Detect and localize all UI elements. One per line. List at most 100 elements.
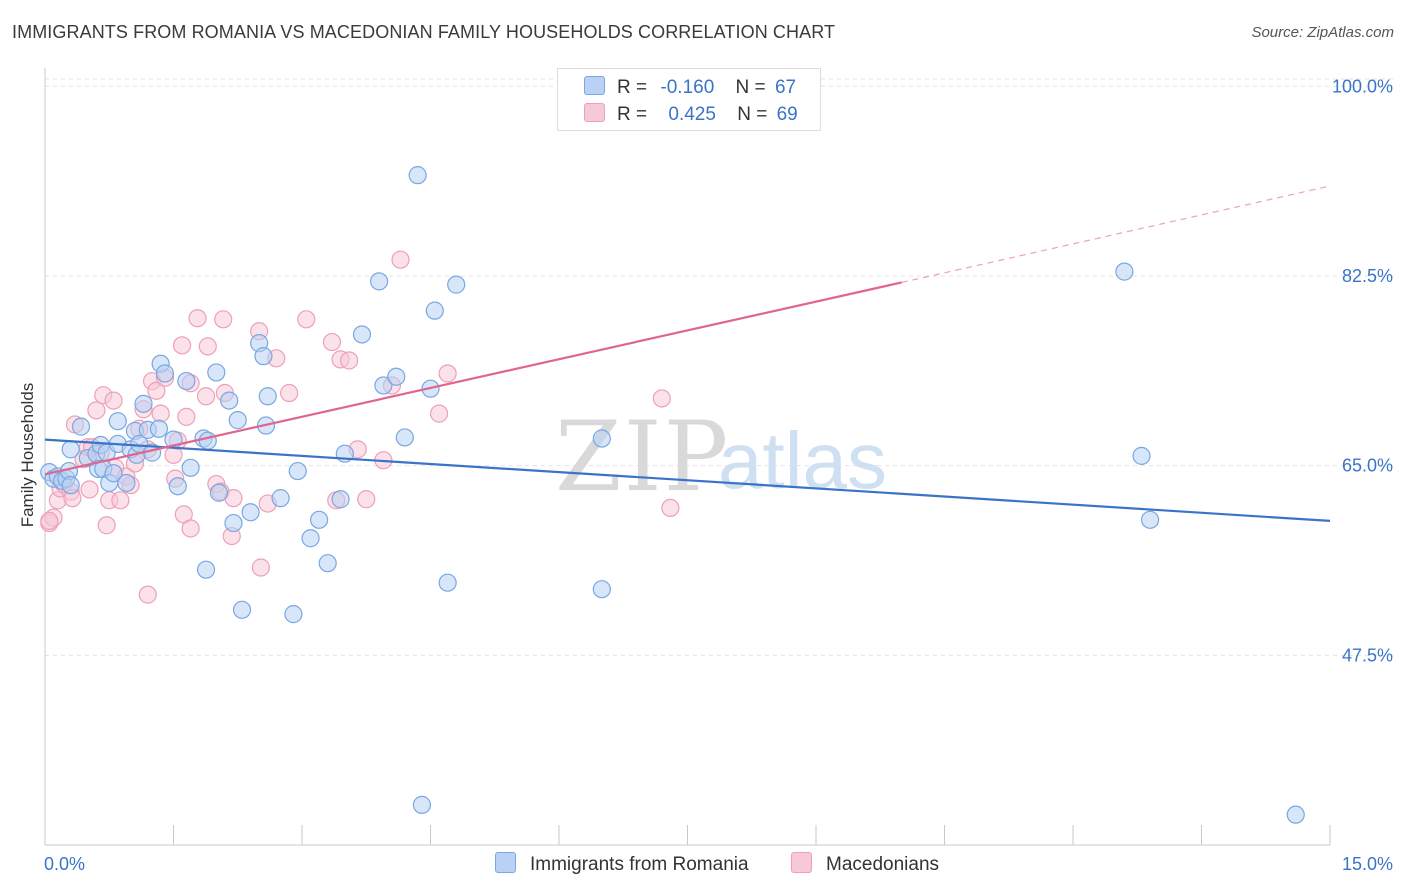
romania-point (207, 363, 226, 382)
legend-r-value: 0.425 (668, 104, 716, 125)
romania-point (408, 166, 427, 185)
romania-point (134, 394, 153, 413)
macedonians-point (40, 511, 59, 531)
romania-point (149, 419, 169, 438)
source-label: Source: ZipAtlas.com (1251, 24, 1394, 41)
axes (44, 68, 1331, 846)
romania-point (61, 476, 80, 495)
romania-point (1140, 510, 1160, 529)
x-tick-label: 15.0% (1342, 854, 1393, 874)
legend-r-label: R = (617, 77, 648, 98)
macedonians-point (322, 332, 342, 352)
legend-row-macedonians: R = 0.425 N = 69 (584, 103, 798, 125)
macedonians-point (172, 336, 192, 355)
romania-point (592, 429, 611, 448)
romania-point (331, 490, 350, 509)
romania-point (1115, 262, 1134, 281)
legend-swatch-pink (584, 103, 605, 122)
legend-swatch-pink (791, 852, 812, 873)
romania-point (168, 477, 187, 496)
romania-point (387, 367, 406, 386)
legend-n-label: N = (735, 77, 766, 98)
macedonians-point (111, 491, 130, 510)
legend-n-label: N = (737, 104, 768, 125)
romania-point (155, 364, 175, 383)
macedonians-trend-extension (901, 185, 1331, 284)
legend-item-romania: Immigrants from Romania (495, 852, 749, 876)
legend-n-value: 67 (774, 77, 797, 98)
romania-point (284, 605, 303, 624)
macedonians-point (661, 498, 680, 518)
y-tick-label: 82.5% (1342, 266, 1393, 286)
macedonians-point (147, 381, 166, 400)
macedonians-point (340, 351, 359, 370)
gridlines (45, 78, 1395, 656)
macedonians-point (391, 250, 410, 269)
romania-point (271, 489, 290, 508)
legend-swatch-blue (584, 76, 605, 95)
macedonians-point (188, 309, 207, 328)
macedonians-points (40, 96, 749, 604)
romania-point (117, 473, 136, 493)
macedonians-point (87, 401, 106, 420)
macedonians-point (196, 387, 216, 406)
romania-point (61, 440, 80, 459)
macedonians-point (297, 310, 316, 329)
romania-point (412, 795, 432, 814)
romania-point (198, 431, 217, 450)
macedonians-point (151, 404, 170, 423)
romania-point (196, 560, 216, 579)
romania-point (258, 387, 277, 406)
macedonians-point (198, 337, 217, 356)
romania-point (370, 272, 389, 291)
romania-point (374, 376, 393, 395)
y-tick-label: 47.5% (1342, 645, 1393, 665)
x-tick-label: 0.0% (44, 854, 85, 874)
macedonians-point (280, 383, 299, 403)
legend-label-macedonians: Macedonians (826, 854, 940, 875)
watermark-zip: ZIP (555, 401, 730, 513)
legend-row-romania: R = -0.160 N = 67 (584, 76, 796, 98)
legend-r-label: R = (617, 104, 648, 125)
legend-swatch-blue (495, 852, 516, 873)
romania-point (232, 600, 252, 619)
romania-point (438, 573, 457, 592)
romania-point (224, 513, 243, 533)
romania-point (241, 503, 260, 522)
correlation-legend: R = -0.160 N = 67 R = 0.425 N = 69 (557, 68, 821, 131)
legend-r-value: -0.160 (660, 77, 715, 98)
macedonians-point (97, 516, 116, 535)
romania-point (104, 464, 123, 483)
romania-trend-line (44, 438, 1331, 523)
macedonians-point (177, 407, 196, 426)
romania-point (352, 325, 372, 344)
romania-point (1286, 805, 1305, 824)
romania-points (40, 166, 1305, 824)
macedonians-point (181, 519, 200, 538)
romania-point (447, 275, 466, 294)
macedonians-point (138, 585, 157, 604)
romania-point (1132, 446, 1151, 465)
macedonians-point (80, 480, 99, 499)
macedonians-point (251, 558, 270, 577)
macedonians-point (214, 310, 233, 329)
chart-title: IMMIGRANTS FROM ROMANIA VS MACEDONIAN FA… (12, 22, 836, 42)
y-tick-label: 65.0% (1342, 456, 1393, 476)
macedonians-point (357, 490, 376, 509)
romania-point (228, 411, 247, 430)
romania-point (395, 428, 414, 447)
romania-point (181, 458, 200, 477)
romania-point (254, 347, 273, 366)
legend-item-macedonians: Macedonians (791, 852, 939, 876)
legend-n-value: 69 (776, 104, 798, 125)
legend-label-romania: Immigrants from Romania (530, 854, 749, 875)
romania-point (71, 417, 91, 436)
romania-point (592, 580, 611, 599)
macedonians-point (438, 364, 457, 383)
macedonians-point (652, 389, 671, 408)
y-tick-label: 100.0% (1332, 76, 1393, 96)
y-axis-title: Family Households (18, 382, 37, 528)
romania-point (301, 529, 320, 548)
romania-point (310, 510, 329, 529)
